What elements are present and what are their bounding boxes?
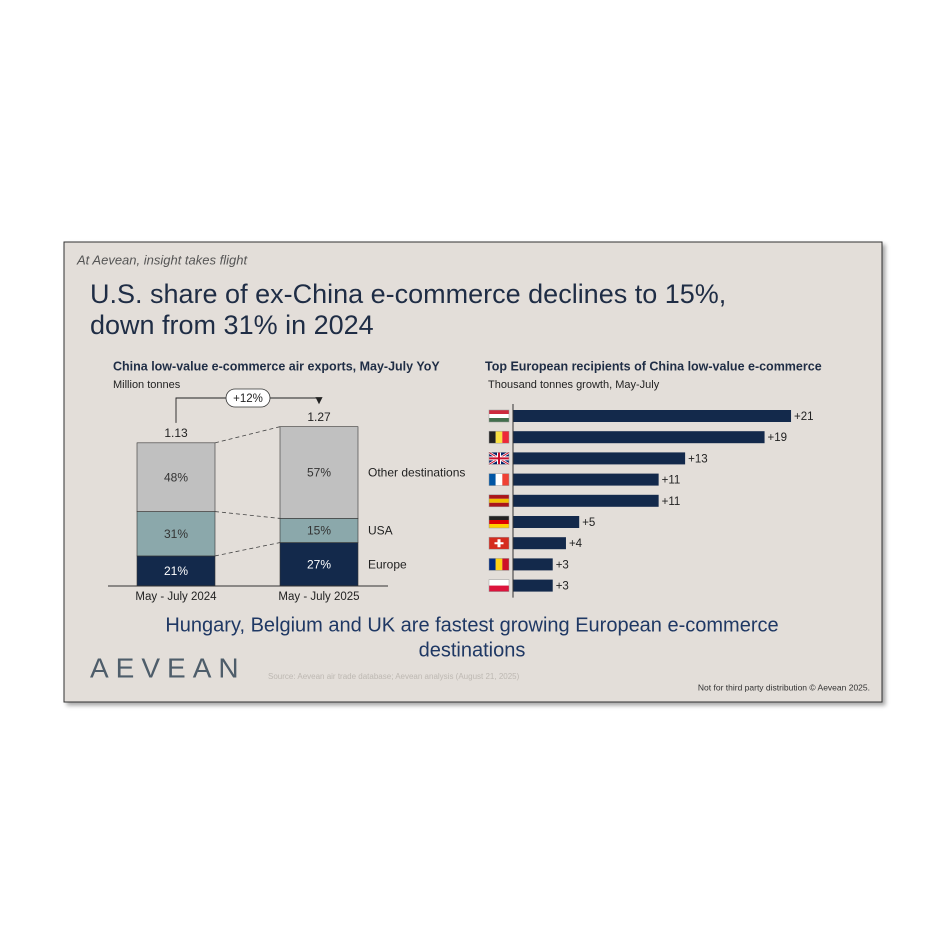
- flag: [489, 431, 496, 444]
- flag: [489, 558, 496, 571]
- chart-subtitle: Thousand tonnes growth, May-July: [488, 379, 660, 391]
- tagline: At Aevean, insight takes flight: [76, 252, 248, 267]
- slide-title: down from 31% in 2024: [90, 310, 374, 340]
- chart-subtitle: Million tonnes: [113, 379, 181, 391]
- flag: [489, 410, 509, 414]
- bar: [513, 516, 580, 528]
- value-label: +21: [794, 411, 814, 423]
- conclusion: Hungary, Belgium and UK are fastest grow…: [165, 614, 778, 636]
- logo: AEVEAN: [90, 652, 246, 683]
- flag: [489, 414, 509, 418]
- bar: [513, 537, 566, 550]
- bar-segment: [279, 518, 359, 543]
- flag: [502, 431, 509, 444]
- legend-label: Other destinations: [368, 466, 465, 480]
- segment-label: 57%: [307, 466, 331, 480]
- flag: [489, 418, 509, 422]
- flag: [502, 558, 509, 571]
- disclaimer: Not for third party distribution © Aevea…: [698, 682, 870, 692]
- flag: [489, 502, 509, 507]
- bar: [513, 579, 553, 592]
- flag: [495, 473, 503, 486]
- flag: [502, 473, 509, 486]
- chart-title: China low-value e-commerce air exports, …: [113, 359, 440, 373]
- connector: [214, 511, 281, 519]
- flag: [495, 558, 503, 571]
- segment-label: 15%: [307, 524, 331, 538]
- bar-segment: [136, 442, 216, 512]
- flag: [489, 585, 509, 592]
- flag: [489, 452, 509, 465]
- bar-segment: [136, 555, 216, 587]
- flag-border: [488, 409, 510, 423]
- flag: [489, 524, 509, 528]
- bar: [513, 410, 792, 422]
- value-label: +4: [569, 538, 583, 550]
- bar-segment: [279, 542, 359, 587]
- segment-label: 21%: [164, 564, 188, 578]
- flag: [489, 520, 509, 524]
- conclusion: destinations: [419, 639, 526, 661]
- bar: [513, 473, 659, 486]
- flag: [495, 431, 503, 444]
- flag-border: [488, 473, 510, 486]
- flag-border: [488, 579, 510, 592]
- value-label: +3: [556, 581, 569, 593]
- flag-border: [488, 494, 510, 508]
- flag: [489, 494, 509, 499]
- value-label: +19: [768, 432, 788, 444]
- value-label: +11: [662, 496, 681, 508]
- segment-label: 31%: [164, 527, 188, 541]
- source-note: Source: Aevean air trade database; Aevea…: [268, 672, 520, 681]
- total-label: 1.27: [307, 410, 331, 424]
- flag: [494, 539, 504, 548]
- flag-border: [488, 452, 510, 465]
- bar: [513, 558, 553, 571]
- segment-label: 48%: [164, 470, 188, 484]
- bar: [513, 431, 765, 444]
- slide-title: U.S. share of ex-China e-commerce declin…: [90, 279, 726, 309]
- bar: [513, 494, 659, 507]
- x-tick-label: May - July 2024: [135, 591, 217, 603]
- growth-box: [225, 388, 271, 408]
- flag: [489, 579, 509, 586]
- legend-label: USA: [368, 524, 393, 538]
- total-label: 1.13: [164, 426, 188, 440]
- flag-border: [488, 536, 510, 550]
- bar-segment: [279, 426, 359, 519]
- segment-label: 27%: [307, 557, 331, 571]
- bar: [513, 452, 686, 465]
- chart-title: Top European recipients of China low-val…: [485, 359, 822, 373]
- flag: [489, 473, 496, 486]
- flag-border: [488, 558, 510, 571]
- value-label: +5: [582, 517, 595, 529]
- value-label: +11: [662, 475, 681, 487]
- flag: [489, 498, 509, 503]
- value-label: +3: [556, 559, 569, 571]
- legend-label: Europe: [368, 557, 407, 571]
- flag: [489, 516, 509, 520]
- x-tick-label: May - July 2025: [278, 591, 359, 603]
- flag-border: [488, 430, 510, 444]
- flag-border: [488, 515, 510, 529]
- growth-label: +12%: [233, 393, 263, 405]
- value-label: +13: [688, 453, 708, 465]
